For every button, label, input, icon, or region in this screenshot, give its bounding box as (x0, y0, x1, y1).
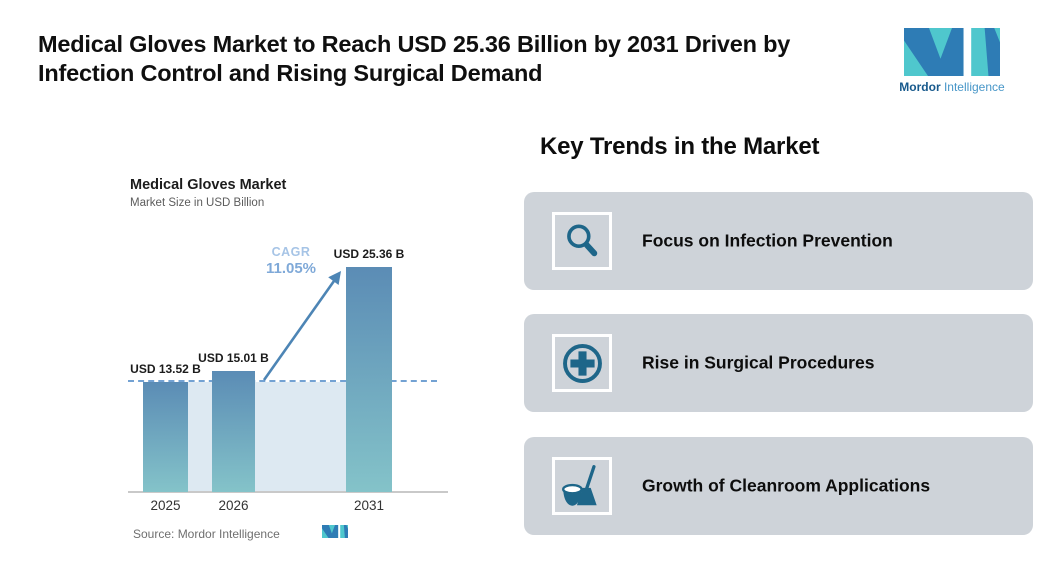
page-title: Medical Gloves Market to Reach USD 25.36… (38, 30, 888, 87)
page-title-line-2: Infection Control and Rising Surgical De… (38, 59, 543, 86)
medical-cross-circle-icon (562, 343, 602, 383)
mordor-logo-icon (904, 28, 1000, 76)
x-axis-label-2025: 2025 (150, 498, 181, 513)
chart-title: Medical Gloves Market (130, 177, 287, 193)
growth-arrow-icon (262, 271, 341, 381)
baseline-dashed-line (128, 380, 437, 382)
mordor-mini-logo-icon (322, 525, 348, 538)
trend-card-cleanroom-applications: Growth of Cleanroom Applications (524, 437, 1033, 535)
trends-heading: Key Trends in the Market (540, 133, 820, 160)
trend-label: Rise in Surgical Procedures (642, 352, 875, 373)
bar-value-label-2025: USD 13.52 B (130, 362, 201, 376)
brand-name-light: Intelligence (943, 80, 1005, 94)
trend-card-infection-prevention: Focus on Infection Prevention (524, 192, 1033, 290)
cagr-value: 11.05% (265, 260, 317, 277)
x-axis-line (128, 491, 448, 493)
cagr-label: CAGR (271, 245, 311, 259)
trend-card-surgical-procedures: Rise in Surgical Procedures (524, 314, 1033, 412)
chart-subtitle: Market Size in USD Billion (130, 197, 265, 209)
trend-icon-box (552, 334, 612, 392)
trend-label: Focus on Infection Prevention (642, 230, 893, 251)
cagr-annotation: CAGR 11.05% (231, 245, 351, 277)
magnifier-icon (567, 224, 598, 257)
broom-bucket-icon (562, 465, 597, 506)
page-title-line-1: Medical Gloves Market to Reach USD 25.36… (38, 31, 791, 57)
trend-label: Growth of Cleanroom Applications (642, 475, 931, 496)
bar-2025 (143, 382, 188, 492)
trend-icon-box (552, 212, 612, 270)
brand-wordmark: Mordor Intelligence (896, 80, 1008, 94)
trend-icon-box (552, 457, 612, 515)
bar-value-label-2031: USD 25.36 B (333, 247, 405, 261)
x-axis-label-2026: 2026 (218, 498, 249, 513)
bar-2031 (346, 267, 392, 492)
brand-name-bold: Mordor (899, 80, 941, 94)
x-axis-label-2031: 2031 (353, 498, 385, 513)
source-note: Source: Mordor Intelligence (133, 527, 280, 541)
bar-2026 (212, 371, 255, 492)
brand-logo: Mordor Intelligence (896, 28, 1008, 94)
bar-value-label-2026: USD 15.01 B (198, 351, 269, 365)
